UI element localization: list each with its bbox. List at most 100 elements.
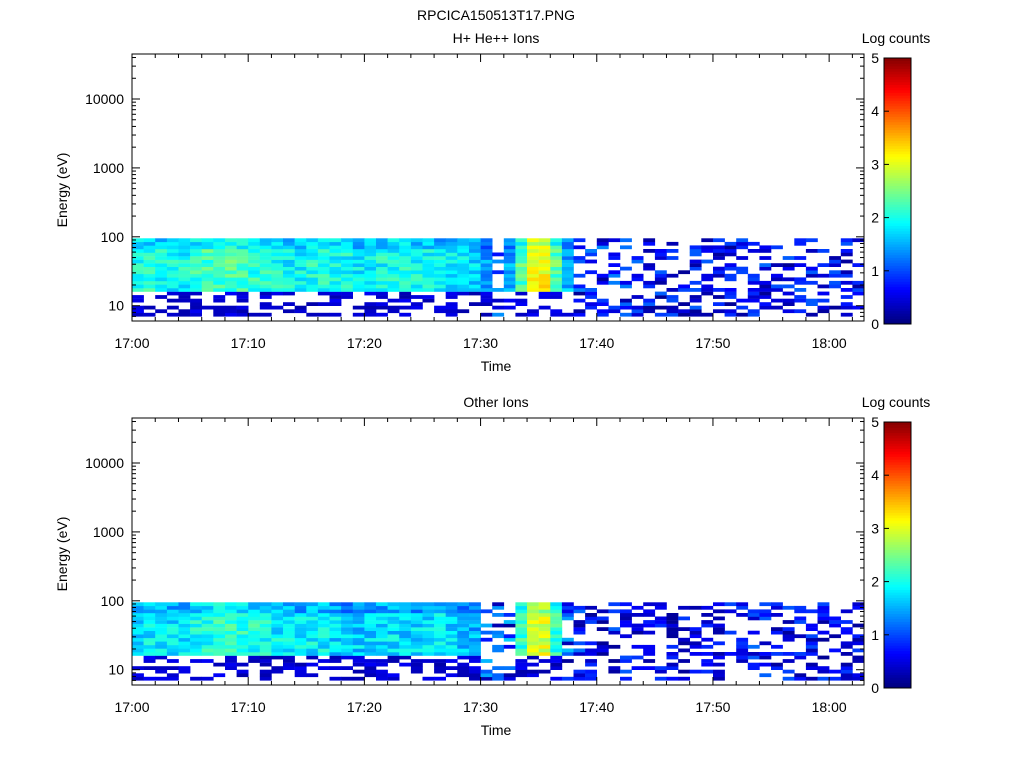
heatmap-cell [387, 241, 400, 246]
heatmap-cell [678, 627, 690, 631]
heatmap-cell [654, 280, 667, 285]
heatmap-cell [259, 295, 272, 299]
heatmap-cell [457, 270, 470, 275]
heatmap-cell [399, 644, 412, 649]
heatmap-cell [550, 259, 563, 264]
heatmap-cell [248, 252, 261, 257]
heatmap-cell [317, 270, 330, 275]
heatmap-cell [713, 245, 725, 250]
colorbar-tick-label: 0 [871, 680, 879, 696]
heatmap-cell [178, 273, 191, 278]
colorbar-swatch [884, 570, 911, 575]
heatmap-cell [166, 266, 179, 271]
colorbar-swatch [884, 289, 911, 293]
heatmap-cell [561, 238, 574, 243]
heatmap-cell [747, 644, 760, 649]
heatmap-cell [132, 252, 144, 257]
heatmap-cell [294, 305, 307, 310]
heatmap-cell [283, 263, 295, 267]
heatmap-cell [527, 280, 539, 285]
heatmap-cell [538, 277, 551, 282]
colorbar-swatch [884, 135, 911, 139]
heatmap-cell [341, 623, 353, 628]
heatmap-cell [678, 659, 690, 663]
heatmap-cell [155, 266, 168, 271]
heatmap-cell [515, 256, 528, 260]
colorbar-swatch [884, 284, 911, 288]
colorbar-label: Log counts [862, 30, 931, 46]
heatmap-cell [794, 288, 807, 292]
heatmap-cell [654, 305, 667, 310]
heatmap-cell [736, 245, 749, 250]
heatmap-cell [515, 659, 528, 663]
heatmap-cell [713, 252, 725, 257]
colorbar-swatch [884, 648, 911, 652]
heatmap-cell [364, 602, 377, 607]
heatmap-cell [271, 620, 284, 624]
heatmap-cell [713, 602, 725, 607]
colorbar-swatch [884, 159, 911, 163]
heatmap-cell [457, 256, 470, 260]
heatmap-cell [259, 620, 272, 624]
x-tick-label: 17:40 [579, 699, 614, 715]
heatmap-cell [132, 673, 144, 678]
heatmap-cell [469, 616, 481, 621]
heatmap-cell [585, 305, 597, 310]
heatmap-cell [259, 669, 272, 674]
heatmap-cell [283, 620, 295, 624]
heatmap-cell [329, 620, 342, 624]
heatmap-cell [248, 609, 261, 614]
heatmap-cell [527, 245, 539, 250]
heatmap-cell [759, 291, 772, 296]
heatmap-cell [445, 256, 458, 260]
heatmap-cell [840, 241, 853, 246]
heatmap-cell [701, 259, 714, 264]
colorbar-swatch [884, 180, 911, 184]
heatmap-cell [155, 620, 168, 624]
heatmap-cell [469, 302, 481, 306]
heatmap-cell [643, 302, 656, 306]
heatmap-cell [538, 295, 551, 299]
heatmap-cell [155, 280, 168, 285]
heatmap-cell [166, 273, 179, 278]
heatmap-cell [364, 245, 377, 250]
heatmap-cell [457, 277, 470, 282]
axis-ticks: 17:00 17:10 17:20 17:30 17:40 17:50 18:0010100… [85, 418, 864, 715]
heatmap-cell [608, 309, 621, 314]
heatmap-cell [782, 263, 795, 267]
heatmap-cell [236, 620, 249, 624]
heatmap-cell [364, 662, 377, 667]
colorbar-swatch [884, 161, 911, 165]
heatmap-cell [352, 648, 365, 653]
heatmap-cell [713, 302, 725, 306]
heatmap-cell [387, 605, 400, 610]
heatmap-cell [503, 241, 516, 246]
heatmap-cell [213, 602, 226, 607]
heatmap-cell [410, 669, 423, 674]
heatmap-cell [527, 273, 539, 278]
heatmap-cell [283, 288, 295, 292]
heatmap-cell [422, 637, 435, 642]
heatmap-cell [840, 295, 853, 299]
heatmap-cell [225, 652, 237, 656]
heatmap-cell [538, 652, 551, 656]
heatmap-cell [805, 676, 818, 681]
heatmap-cell [294, 673, 307, 678]
heatmap-cell [248, 256, 261, 260]
heatmap-cell [654, 277, 667, 282]
heatmap-cell [654, 602, 667, 607]
heatmap-cell [631, 309, 644, 314]
heatmap-cell [561, 637, 574, 642]
heatmap-cell [341, 652, 353, 656]
heatmap-cell [236, 249, 249, 253]
heatmap-cell [399, 245, 412, 250]
heatmap-cell [341, 249, 353, 253]
heatmap-cell [155, 284, 168, 289]
heatmap-cell [283, 613, 295, 617]
heatmap-cell [143, 655, 156, 660]
heatmap-cell [201, 280, 214, 285]
heatmap-cell [178, 627, 191, 631]
heatmap-cell [225, 662, 237, 667]
heatmap-cell [283, 241, 295, 246]
